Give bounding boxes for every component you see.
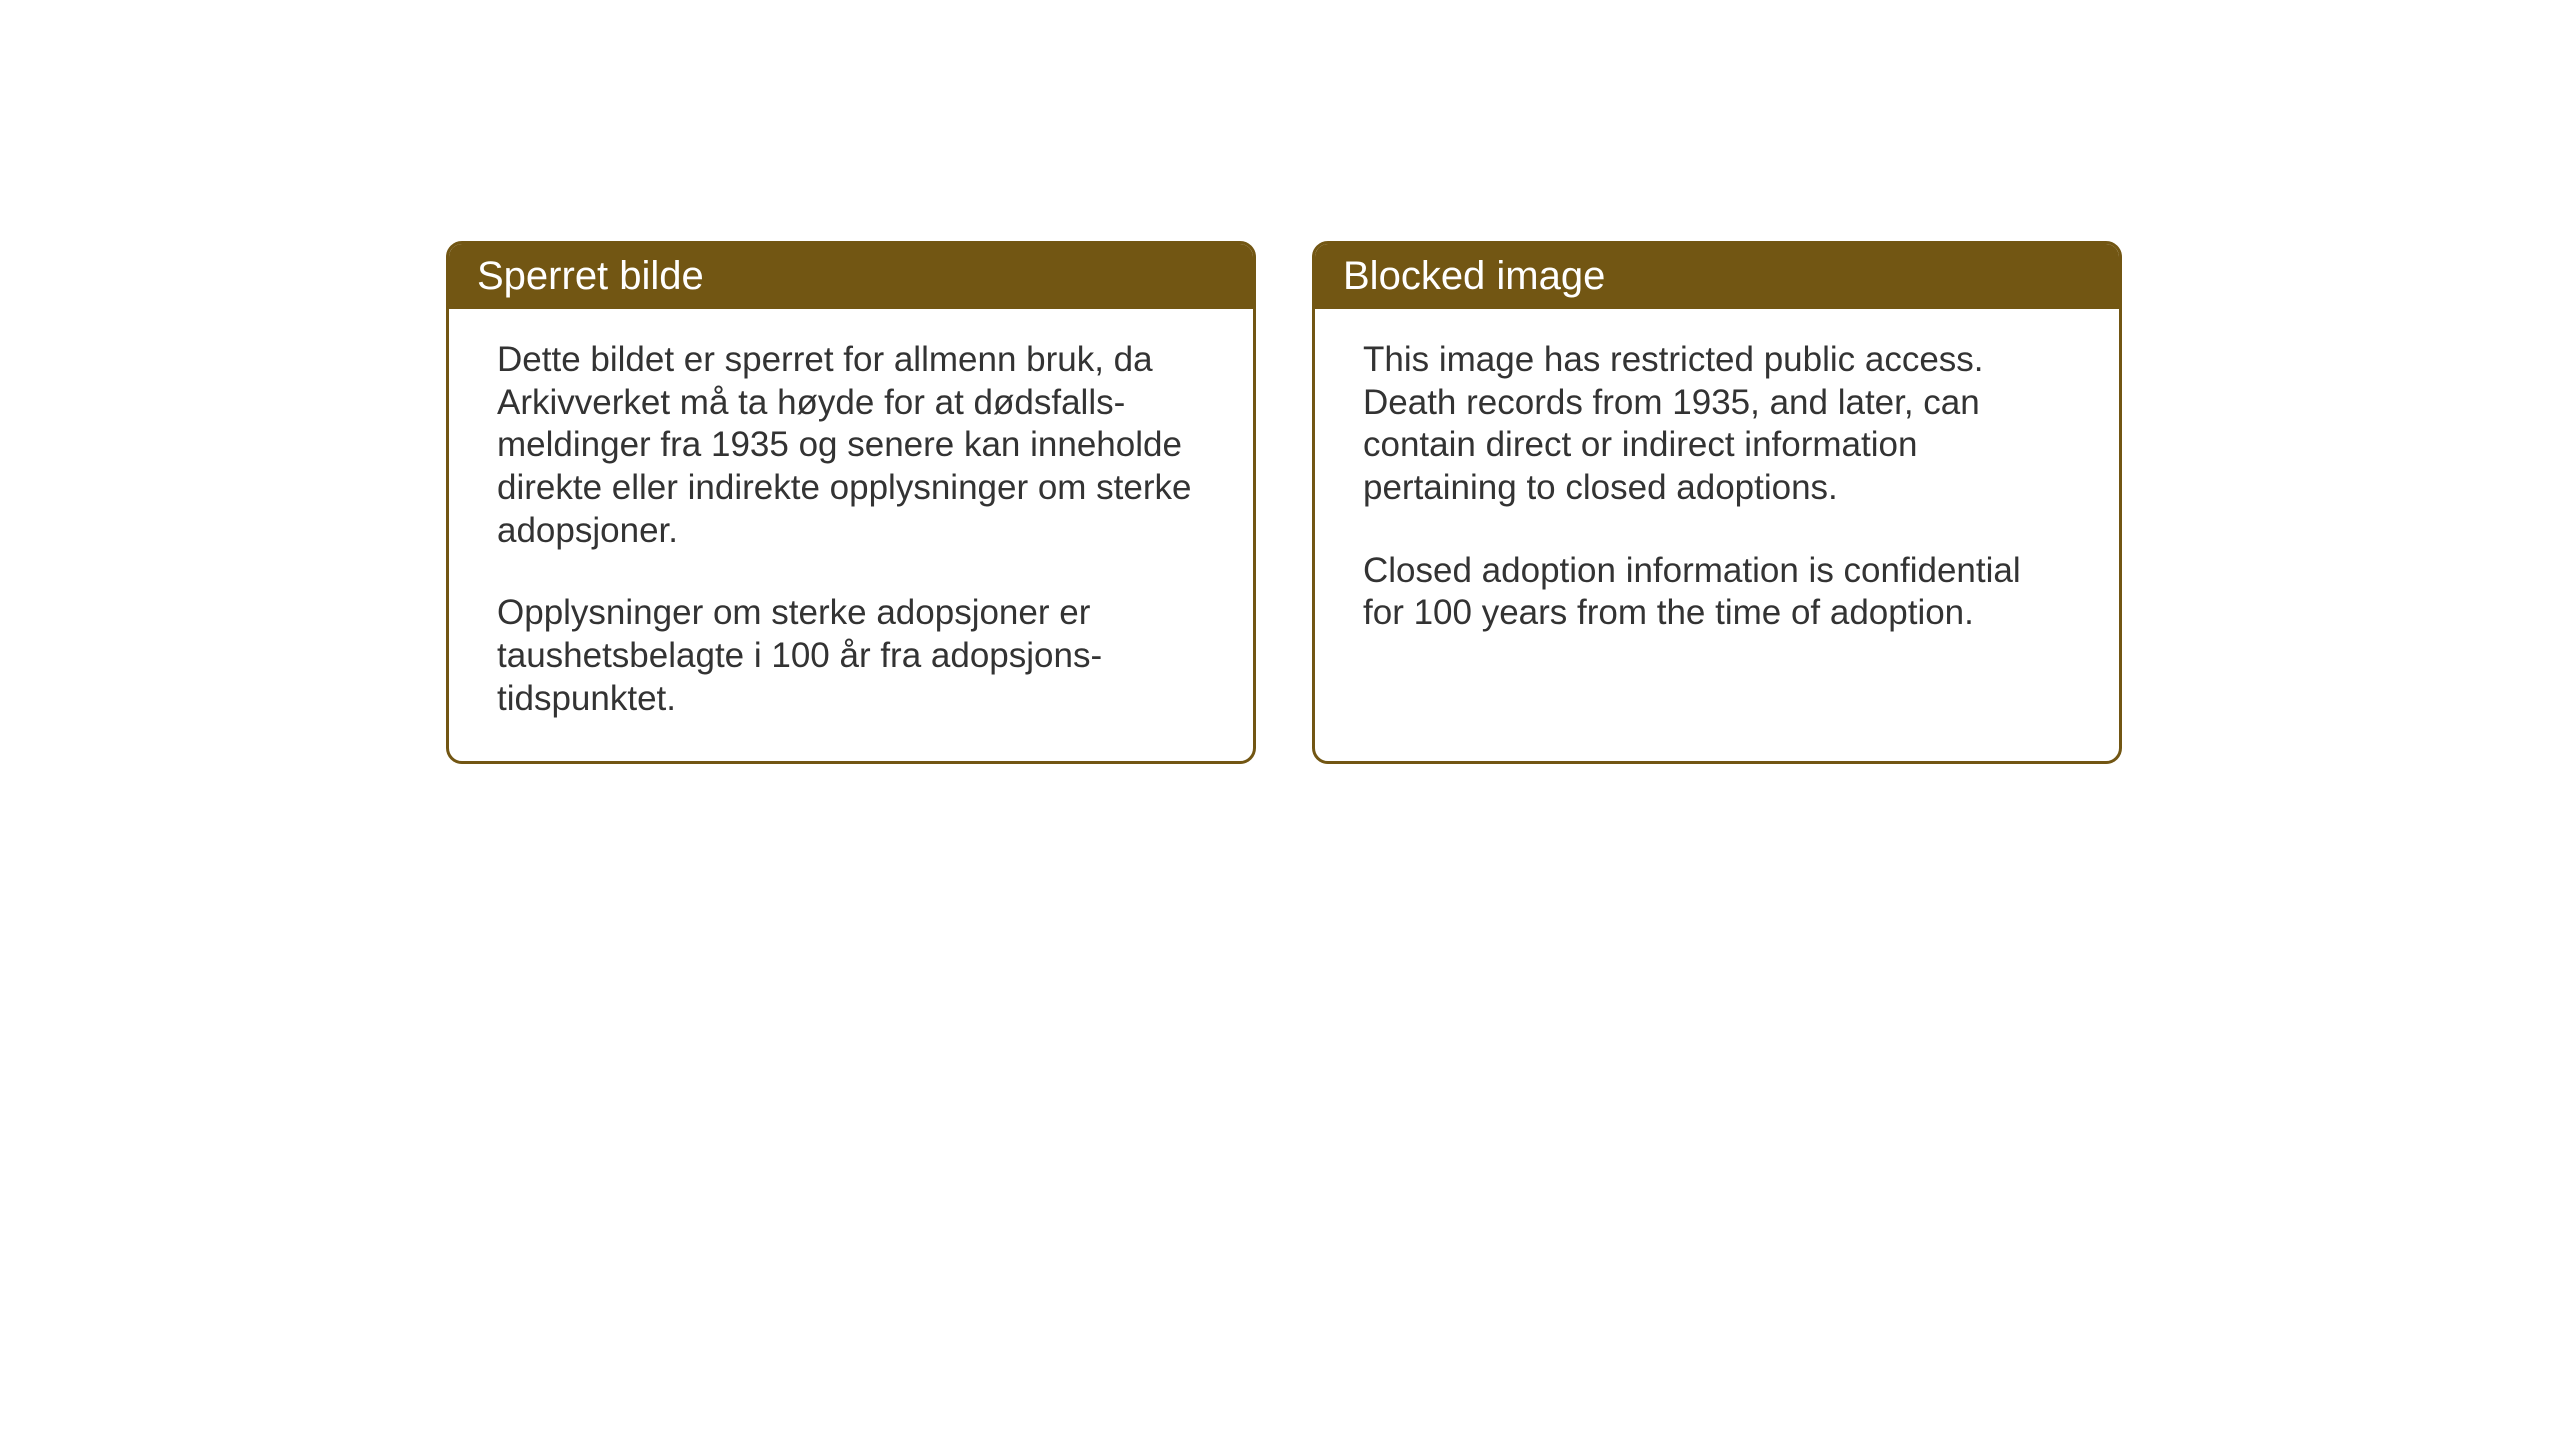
norwegian-paragraph-2: Opplysninger om sterke adopsjoner er tau…: [497, 592, 1205, 720]
norwegian-card-body: Dette bildet er sperret for allmenn bruk…: [449, 309, 1253, 761]
english-card-title: Blocked image: [1315, 244, 2119, 309]
norwegian-card-title: Sperret bilde: [449, 244, 1253, 309]
notice-container: Sperret bilde Dette bildet er sperret fo…: [446, 241, 2122, 764]
english-card-body: This image has restricted public access.…: [1315, 309, 2119, 675]
english-notice-card: Blocked image This image has restricted …: [1312, 241, 2122, 764]
english-paragraph-2: Closed adoption information is confident…: [1363, 550, 2071, 635]
english-paragraph-1: This image has restricted public access.…: [1363, 339, 2071, 510]
norwegian-notice-card: Sperret bilde Dette bildet er sperret fo…: [446, 241, 1256, 764]
norwegian-paragraph-1: Dette bildet er sperret for allmenn bruk…: [497, 339, 1205, 552]
